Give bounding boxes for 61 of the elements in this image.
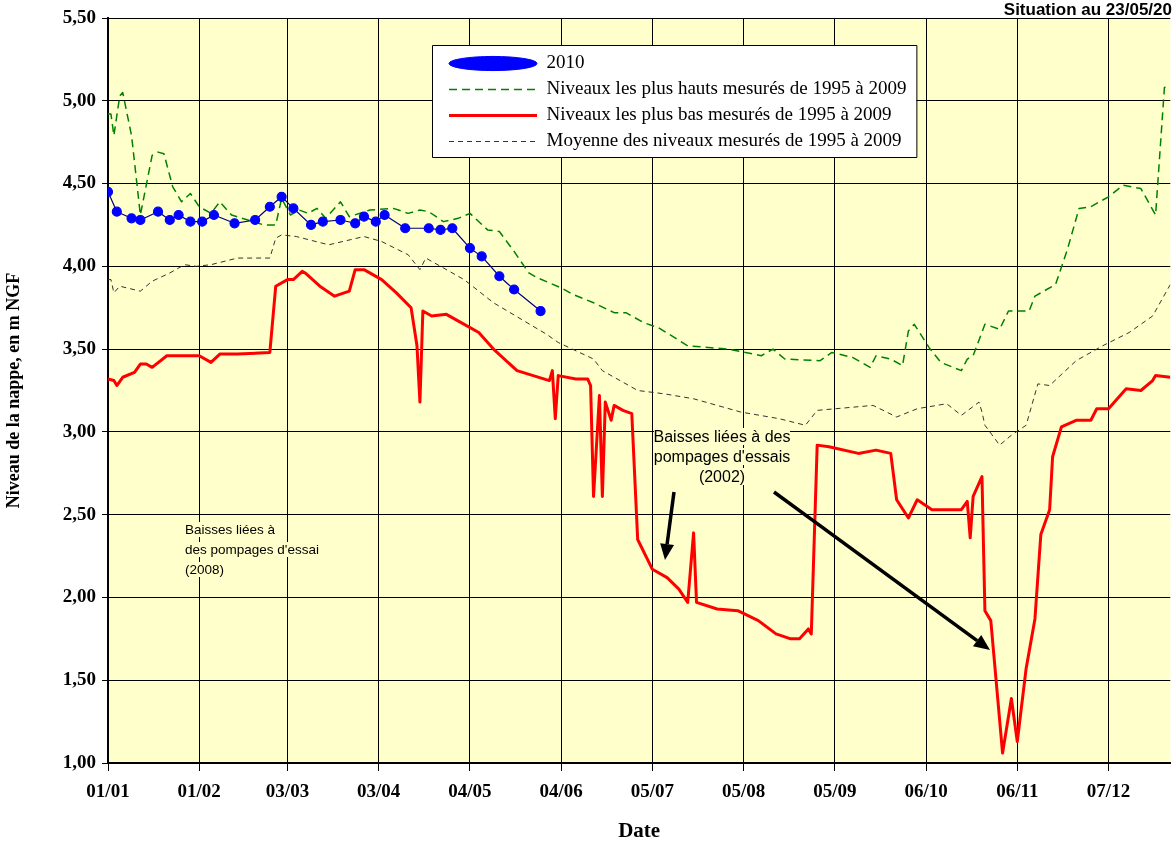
x-tick-label: 05/08: [721, 780, 766, 802]
x-tick-label: 03/03: [265, 780, 310, 802]
annotation: Baisses liées à des pompages d'essai (2008): [185, 522, 319, 577]
x-tick-label: 07/12: [1086, 780, 1131, 802]
point: [185, 216, 196, 227]
x-tick-label: 06/11: [996, 780, 1039, 802]
legend-label: Niveaux les plus bas mesurés de 1995 à 2009: [546, 103, 892, 125]
x-tick-label: 05/07: [630, 780, 675, 802]
legend-label: Moyenne des niveaux mesurés de 1995 à 2009: [546, 129, 902, 151]
point: [152, 206, 164, 217]
point: [494, 271, 505, 282]
point: [447, 223, 458, 234]
legend-label: Niveaux les plus hauts mesurés de 1995 à 2009: [546, 77, 907, 99]
point: [250, 214, 261, 226]
x-tick-label: 04/05: [448, 780, 492, 802]
point: [358, 211, 370, 222]
x-tick-label: 03/04: [357, 780, 401, 802]
point: [535, 305, 546, 317]
point: [379, 209, 390, 221]
y-tick-label: 2,50: [62, 502, 96, 524]
point: [208, 209, 220, 221]
point: [264, 201, 275, 212]
y-axis-title: Niveau de la nappe, en m NGF: [3, 272, 24, 509]
point: [317, 216, 328, 227]
point: [229, 218, 240, 229]
point: [423, 223, 434, 234]
point: [508, 284, 520, 295]
x-tick-label: 06/10: [904, 780, 948, 802]
y-tick-label: 4,50: [62, 171, 96, 193]
x-axis-title: Date: [618, 817, 661, 842]
point: [164, 214, 175, 226]
point: [197, 216, 208, 227]
point: [350, 218, 361, 229]
y-tick-label: 3,50: [62, 337, 96, 359]
point: [400, 223, 411, 234]
point: [173, 209, 184, 221]
annotation: Baisses liées à des pompages d'essais (2002): [653, 428, 791, 485]
x-tick-label: 04/06: [539, 780, 583, 802]
x-tick-label: 01/02: [177, 780, 221, 802]
y-tick-label: 3,00: [62, 419, 96, 441]
point: [464, 243, 476, 254]
point: [135, 214, 146, 226]
point: [476, 251, 487, 262]
chart-title: Situation au 23/05/20: [1003, 0, 1172, 20]
point: [335, 214, 346, 226]
point: [288, 203, 299, 214]
point: [370, 216, 381, 227]
point: [111, 206, 122, 217]
y-tick-label: 5,50: [62, 5, 96, 27]
point: [305, 219, 317, 231]
x-tick-label: 05/09: [813, 780, 857, 802]
point: [126, 213, 137, 224]
point: [435, 224, 446, 236]
y-tick-label: 5,00: [62, 88, 96, 110]
y-tick-label: 1,00: [62, 750, 96, 772]
point: [276, 191, 287, 202]
x-tick-label: 01/01: [86, 780, 130, 802]
y-tick-label: 4,00: [62, 254, 96, 276]
legend-label: 2010: [546, 51, 585, 73]
y-tick-label: 2,00: [62, 585, 96, 607]
y-tick-label: 1,50: [62, 668, 96, 690]
